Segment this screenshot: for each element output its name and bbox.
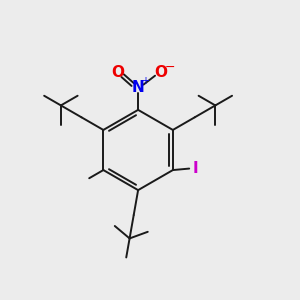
- Text: O: O: [111, 65, 124, 80]
- Text: O: O: [154, 65, 167, 80]
- Text: N: N: [132, 80, 145, 95]
- Text: +: +: [141, 76, 148, 86]
- Text: −: −: [165, 61, 175, 74]
- Text: I: I: [193, 161, 199, 176]
